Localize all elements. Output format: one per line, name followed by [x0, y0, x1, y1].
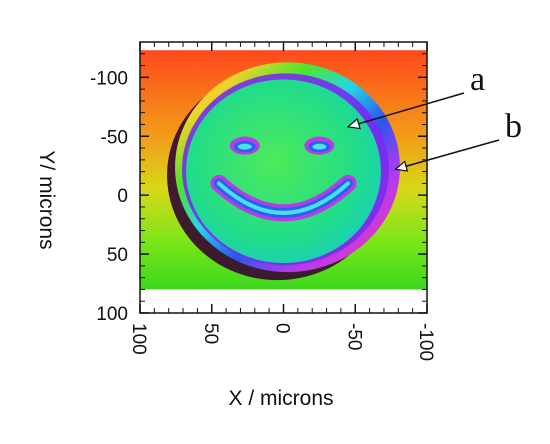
axes — [139, 41, 428, 314]
annotation-label-a: a — [470, 61, 485, 98]
smiley-face — [186, 79, 381, 264]
annotation-arrow-line — [395, 139, 500, 170]
tick-labels: 100 50 0 -50 -100 -100 -50 0 50 100 — [90, 68, 436, 361]
x-tick-label: 0 — [272, 323, 293, 334]
x-axis-title: X / microns — [228, 387, 333, 410]
y-tick-label: -100 — [90, 68, 128, 89]
eye-inner — [237, 143, 252, 150]
annotation-arrowhead — [346, 117, 361, 130]
x-tick-label: 50 — [200, 323, 221, 344]
y-tick-label: 50 — [107, 245, 128, 266]
y-axis-title: Y/ microns — [35, 150, 58, 249]
y-tick-label: 100 — [96, 304, 128, 325]
x-tick-label: -100 — [415, 323, 436, 361]
eye-inner — [312, 143, 327, 150]
y-tick-label: 0 — [117, 186, 128, 207]
heatmap-area — [140, 42, 427, 313]
annotation-label-b: b — [505, 108, 522, 145]
annotations: ab — [346, 61, 522, 172]
y-tick-label: -50 — [101, 127, 128, 148]
annotation-arrow-line — [347, 92, 465, 128]
mouth-inner — [216, 181, 351, 215]
x-tick-label: -50 — [343, 323, 364, 350]
annotation-arrowhead — [394, 160, 409, 172]
x-tick-label: 100 — [128, 323, 149, 355]
